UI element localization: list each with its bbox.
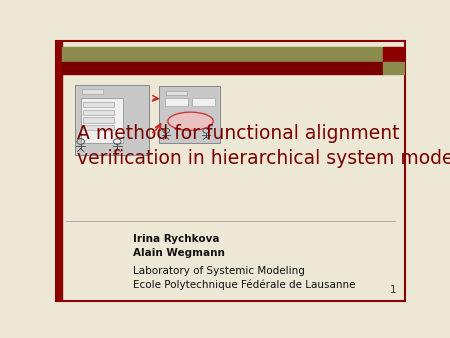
Bar xyxy=(81,98,122,143)
Bar xyxy=(166,91,187,95)
Text: Laboratory of Systemic Modeling
Ecole Polytechnique Fédérale de Lausanne: Laboratory of Systemic Modeling Ecole Po… xyxy=(133,266,356,290)
Bar xyxy=(192,98,215,105)
Bar xyxy=(62,47,383,62)
Bar xyxy=(76,85,148,155)
Bar xyxy=(83,117,114,123)
Bar xyxy=(82,89,104,94)
Ellipse shape xyxy=(168,112,213,130)
Text: 1: 1 xyxy=(390,285,396,295)
Bar xyxy=(383,47,405,62)
Text: A method for functional alignment
verification in hierarchical system models: A method for functional alignment verifi… xyxy=(77,124,450,168)
Bar xyxy=(166,98,188,105)
Bar xyxy=(159,86,220,143)
Bar xyxy=(83,110,114,115)
Bar xyxy=(62,62,383,74)
Bar xyxy=(383,62,405,74)
Bar xyxy=(83,102,114,107)
Bar xyxy=(83,125,114,130)
Text: Irina Rychkova
Alain Wegmann: Irina Rychkova Alain Wegmann xyxy=(133,235,225,259)
Bar xyxy=(56,41,62,301)
